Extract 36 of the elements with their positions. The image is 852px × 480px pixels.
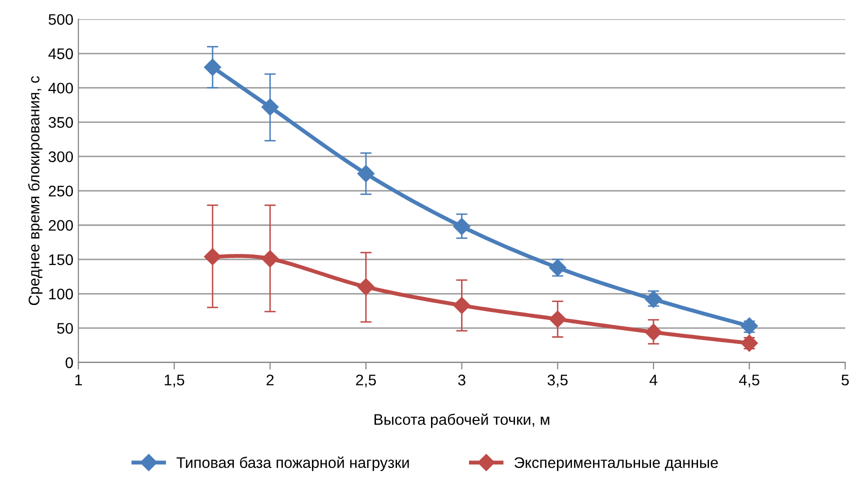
point (357, 165, 374, 182)
point (357, 278, 374, 296)
point (453, 218, 470, 236)
y-tick-label: 400 (48, 82, 73, 94)
y-tick-label: 300 (48, 151, 73, 162)
point (262, 250, 279, 268)
y-tick-label: 500 (48, 14, 73, 25)
point (549, 310, 566, 328)
y-axis-title: Среднее время блокирования, с (28, 76, 42, 306)
legend-label: Типовая база пожарной нагрузки (176, 456, 409, 472)
y-tick-label: 250 (48, 186, 73, 196)
y-tick-label: 350 (48, 117, 73, 128)
x-tick-label: 2 (266, 374, 274, 386)
x-tick-label: 1 (75, 374, 82, 386)
point (644, 324, 662, 341)
x-tick-label: 1,5 (164, 374, 184, 388)
y-tick-label: 100 (49, 288, 73, 300)
y-tick-label: 200 (48, 220, 73, 231)
x-tick-label: 3,5 (548, 374, 568, 388)
y-tick-label: 50 (57, 322, 73, 334)
point (262, 98, 279, 116)
y-tick-label: 0 (66, 357, 73, 368)
x-axis-title: Высота рабочей точки, м (374, 413, 550, 428)
point (740, 317, 758, 335)
point (644, 290, 662, 308)
x-tick-label: 4 (650, 374, 658, 386)
x-tick-label: 2,5 (356, 374, 376, 388)
legend-label: Экспериментальные данные (514, 457, 718, 472)
y-tick-label: 450 (48, 48, 73, 60)
y-tick-label: 150 (49, 254, 73, 266)
point (453, 296, 470, 314)
x-tick-label: 4,5 (739, 374, 760, 388)
point (204, 58, 222, 76)
x-tick-label: 3 (458, 374, 466, 386)
point (204, 248, 222, 266)
x-tick-label: 5 (842, 374, 849, 386)
